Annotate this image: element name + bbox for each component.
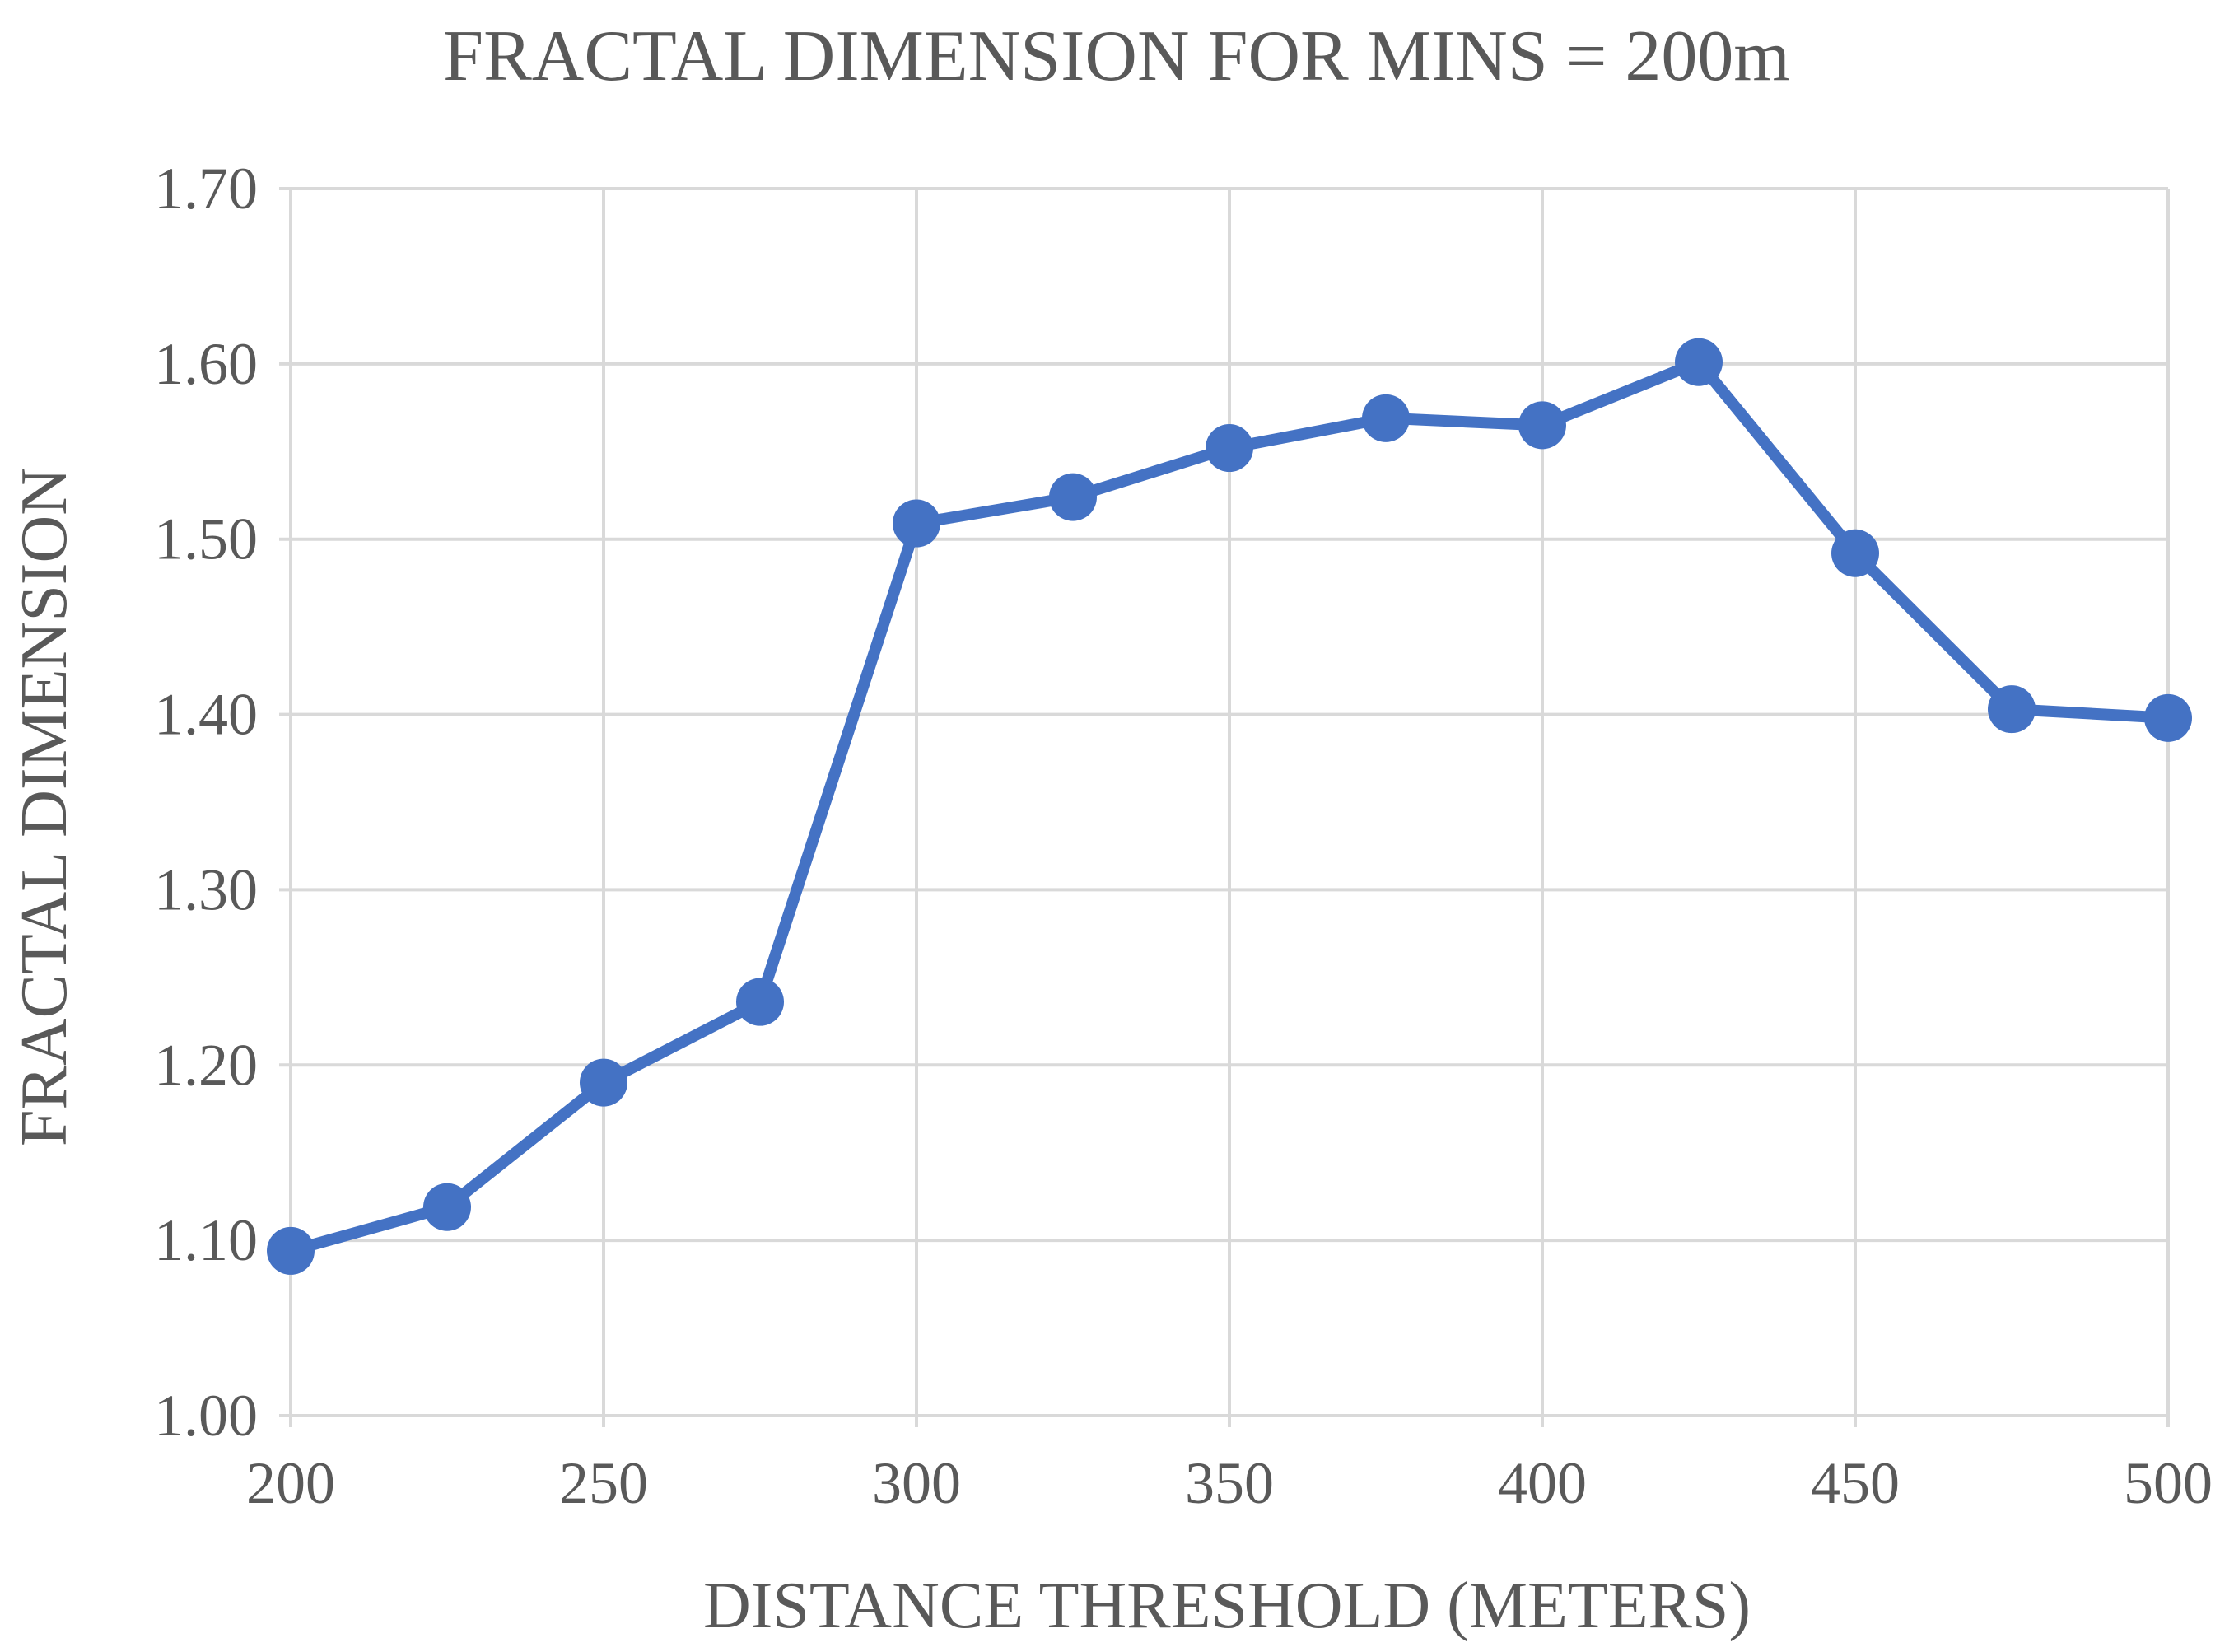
data-point-marker: [2144, 693, 2192, 742]
x-tick-label: 300: [872, 1450, 961, 1516]
y-tick-label: 1.20: [154, 1032, 258, 1098]
grid-layer: [279, 187, 2170, 1427]
data-point-marker: [1988, 685, 2036, 734]
y-tick-label: 1.10: [154, 1207, 258, 1273]
series-layer: [267, 338, 2192, 1275]
data-point-marker: [423, 1183, 471, 1231]
data-point-marker: [893, 499, 940, 548]
x-tick-label: 200: [246, 1450, 335, 1516]
x-tick-label: 400: [1498, 1450, 1587, 1516]
data-point-marker: [1362, 394, 1410, 442]
x-tick-label: 500: [2124, 1450, 2213, 1516]
data-point-marker: [1049, 473, 1097, 521]
chart-title: FRACTAL DIMENSION FOR MINS = 200m: [443, 16, 1790, 96]
data-point-marker: [267, 1226, 315, 1275]
data-point-marker: [1675, 338, 1723, 386]
y-tick-label: 1.70: [154, 156, 258, 222]
y-axis-title: FRACTAL DIMENSION: [8, 468, 81, 1146]
y-tick-label: 1.60: [154, 331, 258, 397]
data-point-marker: [736, 978, 784, 1026]
x-tick-label: 250: [559, 1450, 648, 1516]
data-point-marker: [1206, 424, 1253, 473]
x-tick-label: 350: [1185, 1450, 1274, 1516]
y-tick-label: 1.50: [154, 506, 258, 572]
y-tick-label: 1.40: [154, 682, 258, 748]
data-point-marker: [1831, 529, 1879, 577]
y-tick-label: 1.00: [154, 1383, 258, 1449]
data-point-marker: [1518, 401, 1566, 450]
tick-labels: 1.00 1.10 1.20 1.30 1.40 1.50 1.60 1.70 200 250 30…: [154, 156, 2213, 1516]
x-tick-label: 450: [1811, 1450, 1900, 1516]
data-point-marker: [580, 1058, 627, 1107]
x-axis-title: DISTANCE THRESHOLD (METERS): [703, 1570, 1751, 1642]
y-tick-label: 1.30: [154, 856, 258, 922]
